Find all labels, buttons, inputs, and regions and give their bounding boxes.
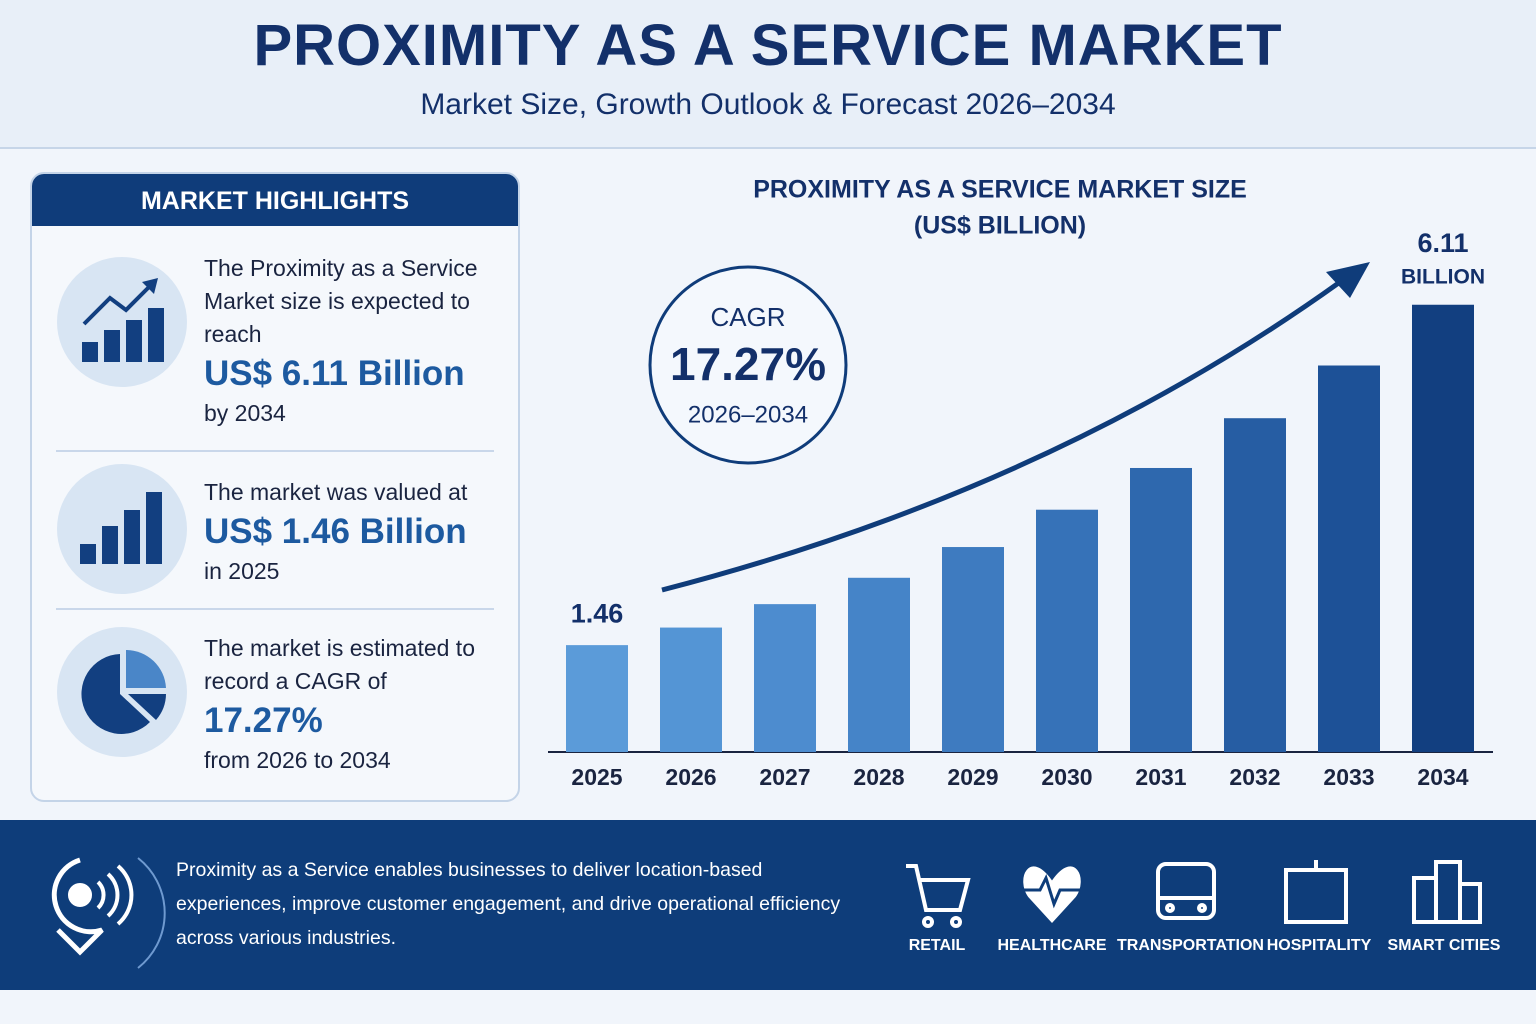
chart-title: PROXIMITY AS A SERVICE MARKET SIZE <box>753 176 1247 204</box>
divider <box>56 450 494 452</box>
x-tick-label: 2029 <box>947 764 998 790</box>
bar <box>660 627 722 752</box>
arrow-head <box>1326 262 1370 298</box>
industry-label: HEALTHCARE <box>997 937 1107 954</box>
highlight-text: The Proximity as a Service Market size i… <box>204 255 478 347</box>
growth-arrow <box>661 279 1342 593</box>
footer-icons <box>51 857 1482 969</box>
x-tick-label: 2034 <box>1417 764 1468 790</box>
bar <box>1412 304 1474 752</box>
chart-subtitle: (US$ BILLION) <box>914 212 1086 240</box>
bar <box>1130 467 1192 752</box>
cagr-badge <box>648 265 848 465</box>
x-tick-label: 2033 <box>1323 764 1374 790</box>
highlight-tail: from 2026 to 2034 <box>204 747 391 773</box>
highlight-text: The market is estimated to record a CAGR… <box>204 635 475 694</box>
highlight-emphasis: US$ 6.11 Billion <box>204 354 465 393</box>
page-title: PROXIMITY AS A SERVICE MARKET <box>253 13 1283 78</box>
x-tick-label: 2025 <box>571 764 622 790</box>
bar <box>1224 418 1286 752</box>
industry-label: TRANSPORTATION <box>1117 937 1264 954</box>
chart: PROXIMITY AS A SERVICE MARKET SIZE (US$ … <box>548 176 1493 790</box>
highlight-2: The market was valued at US$ 1.46 Billio… <box>204 476 504 588</box>
header <box>0 0 1536 149</box>
x-tick-label: 2030 <box>1041 764 1092 790</box>
panel-icons <box>57 257 187 757</box>
cagr-period: 2026–2034 <box>688 401 808 428</box>
bar <box>566 645 628 752</box>
bar <box>942 547 1004 752</box>
highlight-tail: by 2034 <box>204 400 286 426</box>
cagr-value: 17.27% <box>670 338 826 390</box>
footer <box>0 820 1536 990</box>
highlight-1: The Proximity as a Service Market size i… <box>204 252 504 430</box>
value-label: 1.46 <box>571 598 624 628</box>
industry-label: RETAIL <box>908 937 966 954</box>
highlight-emphasis: 17.27% <box>204 701 323 740</box>
x-tick-label: 2027 <box>759 764 810 790</box>
x-tick-label: 2028 <box>853 764 904 790</box>
divider <box>56 608 494 610</box>
bar <box>1318 365 1380 752</box>
unit-label: BILLION <box>1401 265 1485 288</box>
industry-label: SMART CITIES <box>1387 937 1501 954</box>
footer-text: Proximity as a Service enables businesse… <box>176 859 841 949</box>
highlight-text: The market was valued at <box>204 479 468 505</box>
bar <box>848 577 910 752</box>
x-tick-label: 2026 <box>665 764 716 790</box>
highlights-panel: MARKET HIGHLIGHTS The Proximity as a Ser… <box>30 172 520 802</box>
bar <box>1036 509 1098 752</box>
highlight-3: The market is estimated to record a CAGR… <box>204 632 504 777</box>
value-label: 6.11 <box>1417 228 1468 258</box>
cagr-label: CAGR <box>710 302 785 332</box>
highlight-tail: in 2025 <box>204 558 280 584</box>
industry-label: HOSPITALITY <box>1266 937 1372 954</box>
x-tick-label: 2031 <box>1135 764 1186 790</box>
x-tick-label: 2032 <box>1229 764 1280 790</box>
panel-title: MARKET HIGHLIGHTS <box>32 174 518 226</box>
highlight-emphasis: US$ 1.46 Billion <box>204 512 467 551</box>
bar <box>754 604 816 752</box>
page-subtitle: Market Size, Growth Outlook & Forecast 2… <box>420 88 1116 121</box>
